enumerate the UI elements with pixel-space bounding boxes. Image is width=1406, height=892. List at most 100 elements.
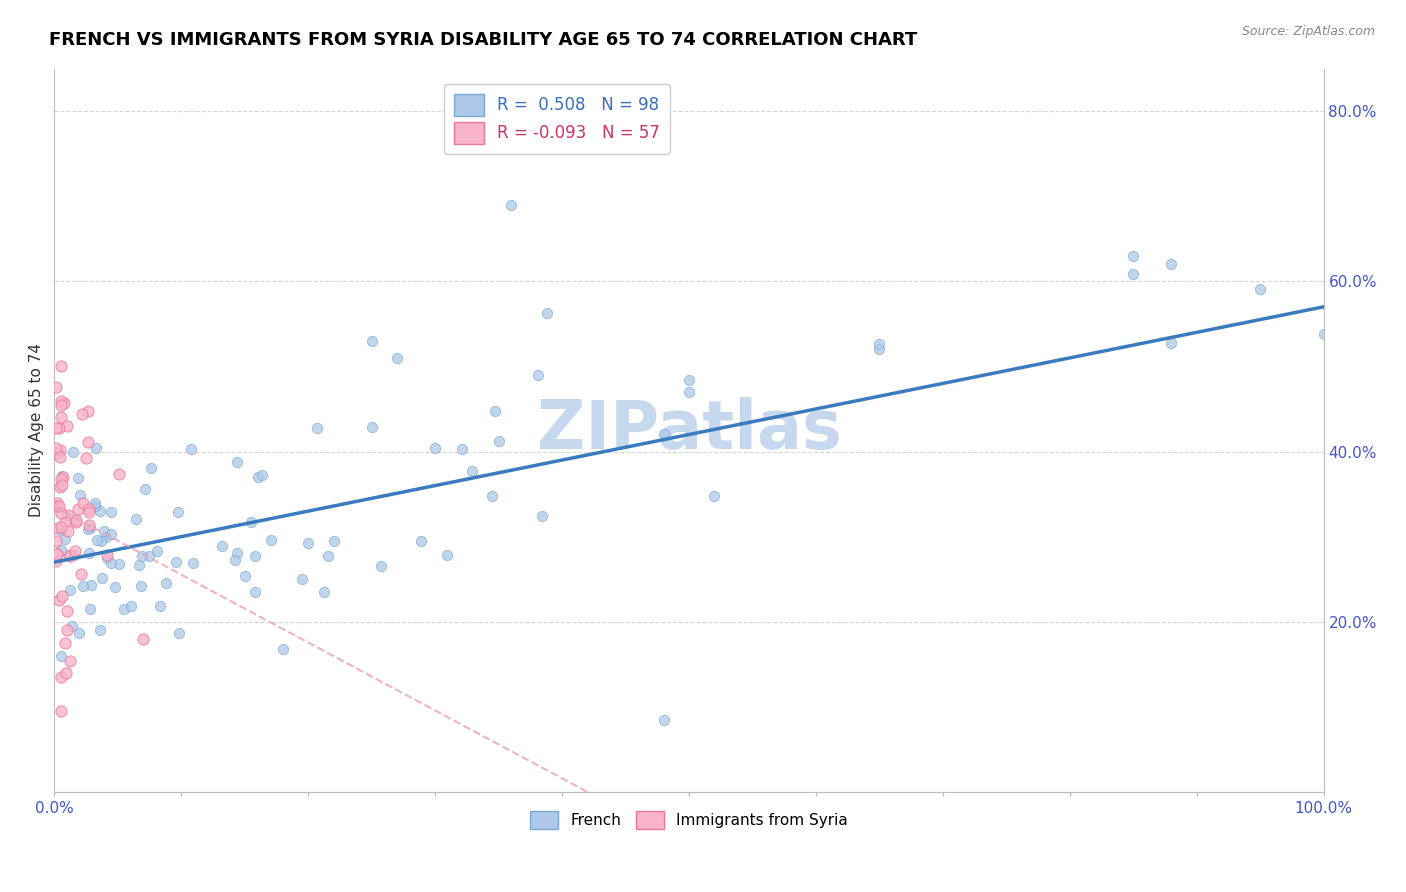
Point <box>322 533 344 548</box>
Point <box>49 398 72 412</box>
Point <box>96 551 118 566</box>
Point <box>56 604 79 618</box>
Point <box>165 555 187 569</box>
Point <box>67 625 90 640</box>
Point <box>77 518 100 533</box>
Point <box>56 624 79 638</box>
Point <box>312 584 335 599</box>
Point <box>1122 267 1144 281</box>
Point <box>76 522 98 536</box>
Point <box>526 368 548 382</box>
Point <box>180 442 202 456</box>
Point <box>51 589 73 603</box>
Point <box>75 450 97 465</box>
Point <box>52 470 75 484</box>
Point <box>59 549 82 563</box>
Point <box>65 513 87 527</box>
Point <box>108 557 131 571</box>
Point <box>167 625 190 640</box>
Point <box>226 546 249 560</box>
Point <box>297 536 319 550</box>
Point <box>49 410 72 425</box>
Point <box>53 636 76 650</box>
Point <box>112 602 135 616</box>
Point <box>531 508 554 523</box>
Point <box>80 578 103 592</box>
Point <box>89 504 111 518</box>
Point <box>370 558 392 573</box>
Point <box>63 544 86 558</box>
Point <box>66 502 89 516</box>
Point <box>77 434 100 449</box>
Point <box>59 583 82 598</box>
Text: ZIPatlas: ZIPatlas <box>537 397 841 463</box>
Point <box>79 602 101 616</box>
Point <box>146 544 169 558</box>
Point <box>59 654 82 668</box>
Point <box>63 548 86 562</box>
Point <box>96 548 118 562</box>
Point <box>45 499 67 513</box>
Point <box>1122 249 1144 263</box>
Point <box>49 394 72 409</box>
Point <box>49 472 72 486</box>
Point <box>100 556 122 570</box>
Point <box>48 442 70 457</box>
Point <box>243 549 266 563</box>
Point <box>259 533 281 547</box>
Point <box>58 549 80 563</box>
Point <box>84 499 107 513</box>
Point <box>70 407 93 421</box>
Point <box>56 508 79 523</box>
Point <box>46 495 69 509</box>
Point <box>51 469 73 483</box>
Legend: French, Immigrants from Syria: French, Immigrants from Syria <box>524 805 853 835</box>
Point <box>181 556 204 570</box>
Y-axis label: Disability Age 65 to 74: Disability Age 65 to 74 <box>30 343 44 517</box>
Point <box>49 670 72 684</box>
Point <box>250 468 273 483</box>
Point <box>233 569 256 583</box>
Point <box>46 547 69 561</box>
Point <box>652 713 675 727</box>
Point <box>120 599 142 613</box>
Point <box>247 470 270 484</box>
Point <box>155 575 177 590</box>
Point <box>45 442 67 456</box>
Point <box>291 572 314 586</box>
Point <box>360 334 382 348</box>
Point <box>488 434 510 448</box>
Point <box>125 512 148 526</box>
Point <box>86 533 108 548</box>
Point <box>132 632 155 646</box>
Point <box>46 521 69 535</box>
Text: FRENCH VS IMMIGRANTS FROM SYRIA DISABILITY AGE 65 TO 74 CORRELATION CHART: FRENCH VS IMMIGRANTS FROM SYRIA DISABILI… <box>49 31 918 49</box>
Point <box>149 599 172 613</box>
Point <box>48 499 70 513</box>
Point <box>49 649 72 664</box>
Point <box>49 704 72 718</box>
Point <box>53 532 76 546</box>
Point <box>501 197 523 211</box>
Point <box>305 421 328 435</box>
Point <box>49 523 72 537</box>
Point <box>411 534 433 549</box>
Point <box>94 530 117 544</box>
Point <box>45 554 67 568</box>
Point <box>436 548 458 562</box>
Point <box>243 584 266 599</box>
Point <box>129 578 152 592</box>
Point <box>49 450 72 464</box>
Point <box>84 441 107 455</box>
Point <box>128 558 150 572</box>
Point <box>89 623 111 637</box>
Point <box>84 496 107 510</box>
Point <box>678 384 700 399</box>
Point <box>1312 326 1334 341</box>
Point <box>48 421 70 435</box>
Point <box>69 488 91 502</box>
Point <box>72 579 94 593</box>
Point <box>52 395 75 409</box>
Point <box>72 496 94 510</box>
Point <box>678 373 700 387</box>
